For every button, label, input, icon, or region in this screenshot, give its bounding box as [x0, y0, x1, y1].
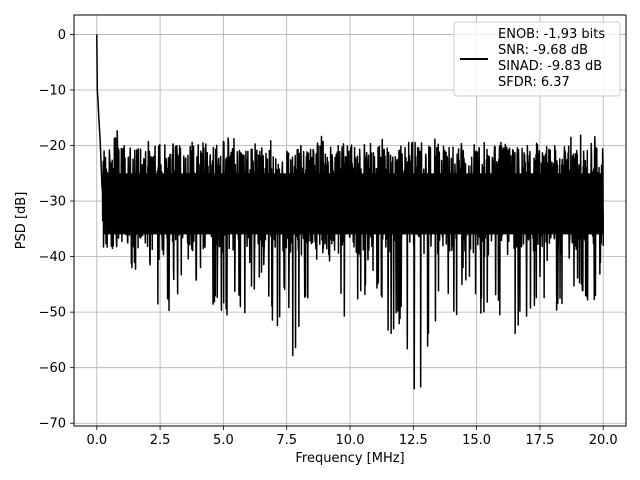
x-tick-label: 20.0	[589, 433, 618, 448]
legend: ENOB: -1.93 bits SNR: -9.68 dB SINAD: -9…	[453, 21, 621, 97]
legend-entry-sfdr: SFDR: 6.37	[498, 75, 570, 90]
legend-box	[453, 21, 621, 97]
x-tick-label: 7.5	[276, 433, 297, 448]
legend-entry-sinad: SINAD: -9.83 dB	[498, 59, 602, 74]
y-tick-label: −20	[39, 139, 66, 154]
x-tick-label: 0.0	[86, 433, 107, 448]
legend-entry-snr: SNR: -9.68 dB	[498, 43, 588, 58]
y-tick-label: −70	[39, 417, 66, 432]
x-axis-label: Frequency [MHz]	[295, 451, 404, 466]
x-tick-label: 10.0	[336, 433, 365, 448]
y-axis-label: PSD [dB]	[14, 192, 29, 250]
y-tick-label: −60	[39, 361, 66, 376]
x-tick-label: 2.5	[150, 433, 171, 448]
x-tick-label: 5.0	[213, 433, 234, 448]
y-axis: 0 −10 −20 −30 −40 −50 −60 −70	[39, 28, 74, 432]
x-tick-label: 12.5	[399, 433, 428, 448]
psd-series-line	[96, 34, 604, 390]
x-tick-label: 17.5	[525, 433, 554, 448]
legend-entry-enob: ENOB: -1.93 bits	[498, 27, 605, 42]
x-axis: 0.0 2.5 5.0 7.5 10.0 12.5 15.0 17.5 20.0	[86, 426, 618, 448]
y-tick-label: −50	[39, 306, 66, 321]
y-tick-label: −30	[39, 195, 66, 210]
y-tick-label: −10	[39, 83, 66, 98]
x-tick-label: 15.0	[462, 433, 491, 448]
y-tick-label: −40	[39, 250, 66, 265]
y-tick-label: 0	[58, 28, 66, 43]
